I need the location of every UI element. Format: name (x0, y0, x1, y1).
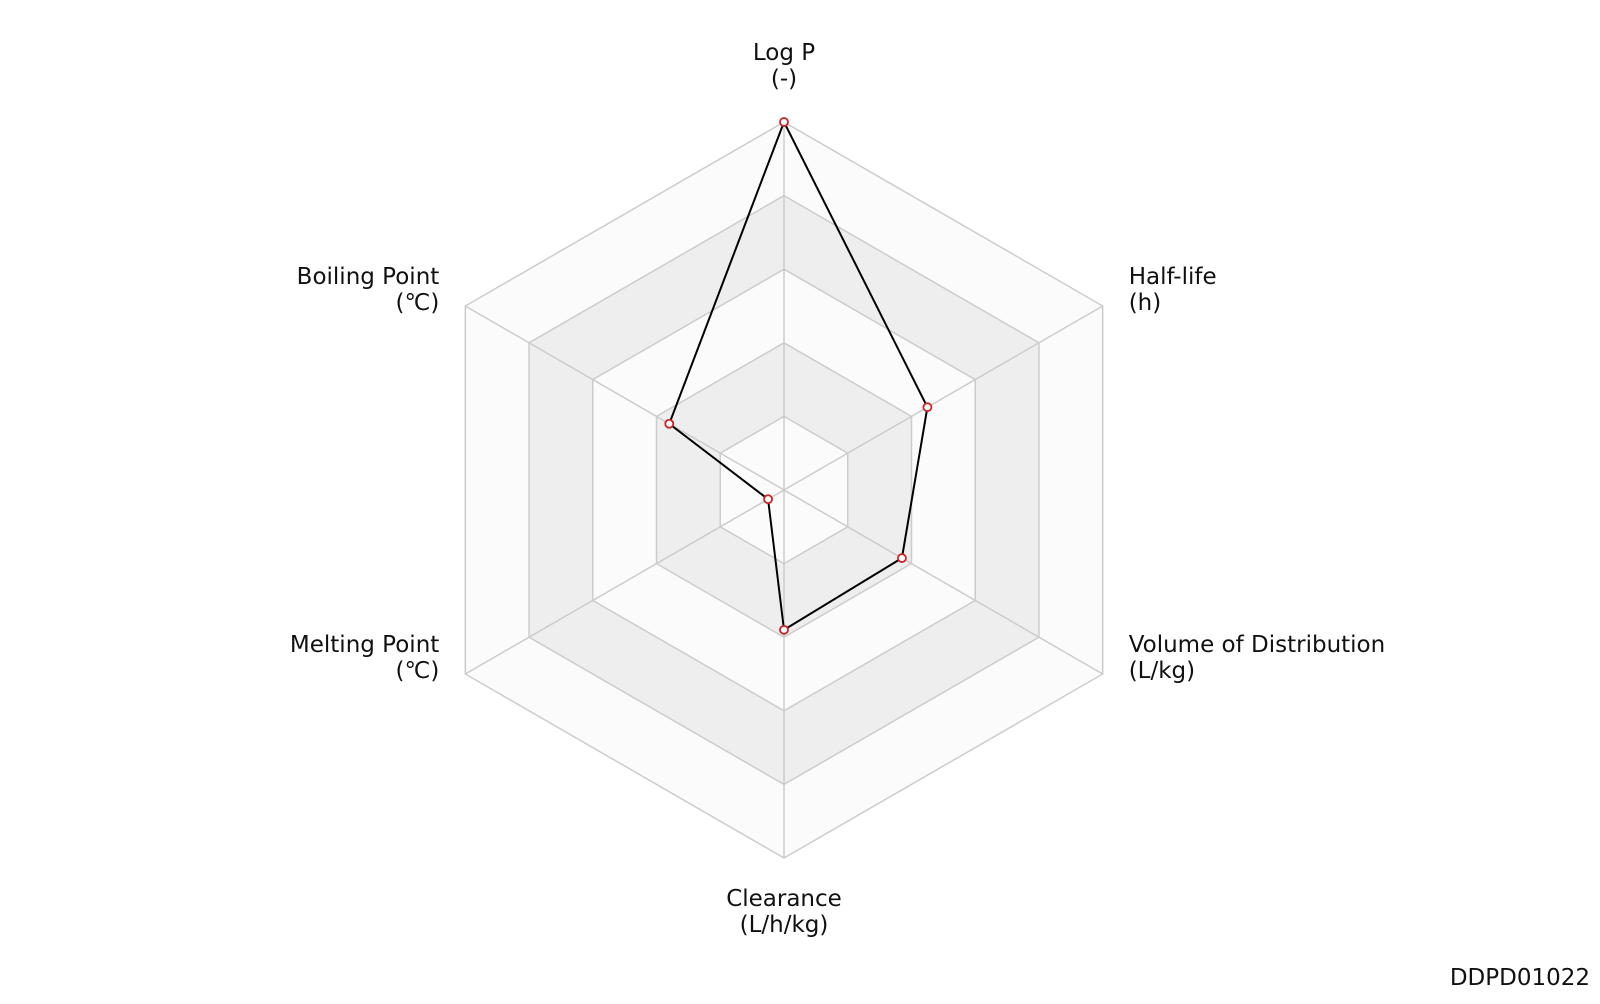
spoke (783, 489, 1104, 675)
axis-unit: (h) (1129, 290, 1162, 316)
axis-unit: (L/h/kg) (740, 912, 829, 938)
axis-label: Volume of Distribution (1129, 632, 1386, 658)
data-point (779, 117, 789, 127)
axis-label: Clearance (726, 886, 842, 912)
data-point (763, 494, 773, 505)
spoke (783, 305, 1104, 491)
data-point (664, 418, 675, 429)
spoke (464, 489, 785, 675)
data-point (922, 402, 933, 413)
axis-label: Half-life (1129, 264, 1217, 290)
axis-label: Log P (753, 40, 815, 66)
chart-id: DDPD01022 (1450, 965, 1590, 991)
axis-label: Boiling Point (297, 264, 440, 290)
axis-unit: (℃) (396, 658, 440, 684)
data-point (897, 553, 907, 563)
spoke (464, 305, 785, 491)
axis-label: Melting Point (290, 632, 439, 658)
data-point (779, 624, 789, 635)
axis-unit: (-) (771, 66, 797, 92)
axis-unit: (L/kg) (1129, 658, 1195, 684)
axis-unit: (℃) (396, 290, 440, 316)
